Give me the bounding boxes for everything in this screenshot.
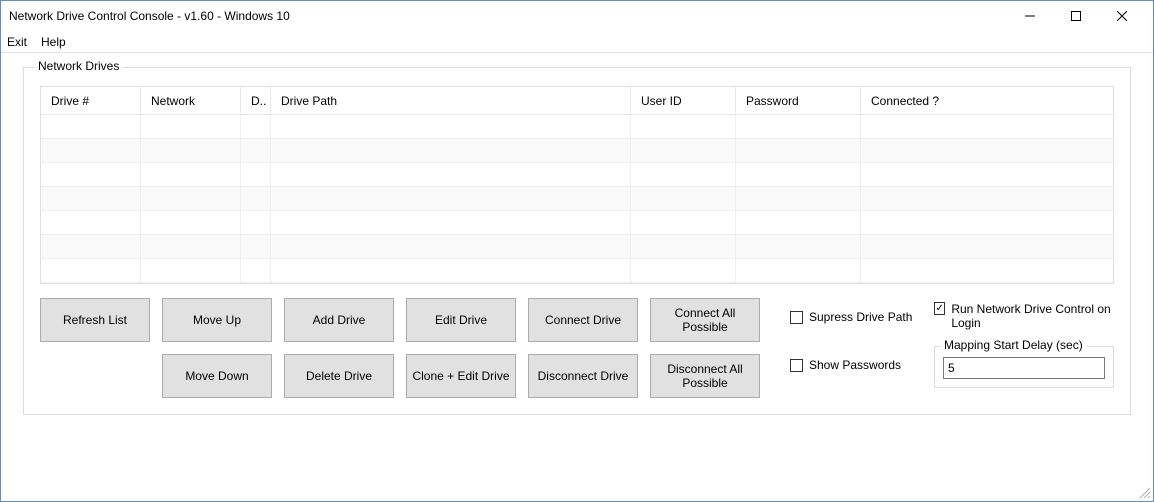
- show-passwords-checkbox[interactable]: Show Passwords: [790, 358, 922, 372]
- maximize-button[interactable]: [1053, 1, 1099, 31]
- mapping-delay-group: Mapping Start Delay (sec): [934, 346, 1114, 388]
- table-row[interactable]: [41, 187, 1113, 211]
- minimize-button[interactable]: [1007, 1, 1053, 31]
- checkbox-column: Supress Drive Path Show Passwords: [772, 298, 922, 372]
- table-row[interactable]: [41, 211, 1113, 235]
- window-controls: [1007, 1, 1145, 31]
- window-title: Network Drive Control Console - v1.60 - …: [9, 9, 1007, 23]
- disconnect-button[interactable]: Disconnect Drive: [528, 354, 638, 398]
- edit-drive-button[interactable]: Edit Drive: [406, 298, 516, 342]
- checkbox-box-icon: [790, 311, 803, 324]
- table-row[interactable]: [41, 115, 1113, 139]
- move-up-button[interactable]: Move Up: [162, 298, 272, 342]
- col-drive[interactable]: Drive #: [41, 87, 141, 114]
- col-password[interactable]: Password: [736, 87, 861, 114]
- disconnect-all-button[interactable]: Disconnect All Possible: [650, 354, 760, 398]
- grid-body: [41, 115, 1113, 283]
- table-row[interactable]: [41, 163, 1113, 187]
- table-row[interactable]: [41, 235, 1113, 259]
- drives-grid[interactable]: Drive # Network D.. Drive Path User ID P…: [40, 86, 1114, 284]
- checkbox-box-icon: ✓: [934, 302, 945, 315]
- controls-row: Refresh List Move Up Add Drive Edit Driv…: [40, 298, 1114, 398]
- run-on-login-checkbox[interactable]: ✓ Run Network Drive Control on Login: [934, 302, 1114, 330]
- clone-edit-button[interactable]: Clone + Edit Drive: [406, 354, 516, 398]
- menu-exit[interactable]: Exit: [7, 35, 27, 49]
- supress-path-checkbox[interactable]: Supress Drive Path: [790, 310, 922, 324]
- move-down-button[interactable]: Move Down: [162, 354, 272, 398]
- connect-drive-button[interactable]: Connect Drive: [528, 298, 638, 342]
- group-label: Network Drives: [34, 59, 123, 73]
- close-button[interactable]: [1099, 1, 1145, 31]
- supress-path-label: Supress Drive Path: [809, 310, 912, 324]
- table-row[interactable]: [41, 259, 1113, 283]
- col-user[interactable]: User ID: [631, 87, 736, 114]
- content-area: Network Drives Drive # Network D.. Drive…: [1, 53, 1153, 425]
- resize-grip-icon[interactable]: [1137, 485, 1151, 499]
- col-network[interactable]: Network: [141, 87, 241, 114]
- menu-help[interactable]: Help: [41, 35, 66, 49]
- col-connected[interactable]: Connected ?: [861, 87, 1113, 114]
- col-d[interactable]: D..: [241, 87, 271, 114]
- grid-header: Drive # Network D.. Drive Path User ID P…: [41, 87, 1113, 115]
- mapping-delay-label: Mapping Start Delay (sec): [941, 338, 1086, 352]
- col-path[interactable]: Drive Path: [271, 87, 631, 114]
- right-column: ✓ Run Network Drive Control on Login Map…: [934, 298, 1114, 388]
- delete-drive-button[interactable]: Delete Drive: [284, 354, 394, 398]
- show-passwords-label: Show Passwords: [809, 358, 901, 372]
- menu-bar: Exit Help: [1, 31, 1153, 53]
- add-drive-button[interactable]: Add Drive: [284, 298, 394, 342]
- button-grid: Refresh List Move Up Add Drive Edit Driv…: [40, 298, 760, 398]
- table-row[interactable]: [41, 139, 1113, 163]
- mapping-delay-input[interactable]: [943, 357, 1105, 379]
- title-bar: Network Drive Control Console - v1.60 - …: [1, 1, 1153, 31]
- connect-all-button[interactable]: Connect All Possible: [650, 298, 760, 342]
- refresh-list-button[interactable]: Refresh List: [40, 298, 150, 342]
- run-on-login-label: Run Network Drive Control on Login: [951, 302, 1114, 330]
- checkbox-box-icon: [790, 359, 803, 372]
- network-drives-group: Network Drives Drive # Network D.. Drive…: [23, 67, 1131, 415]
